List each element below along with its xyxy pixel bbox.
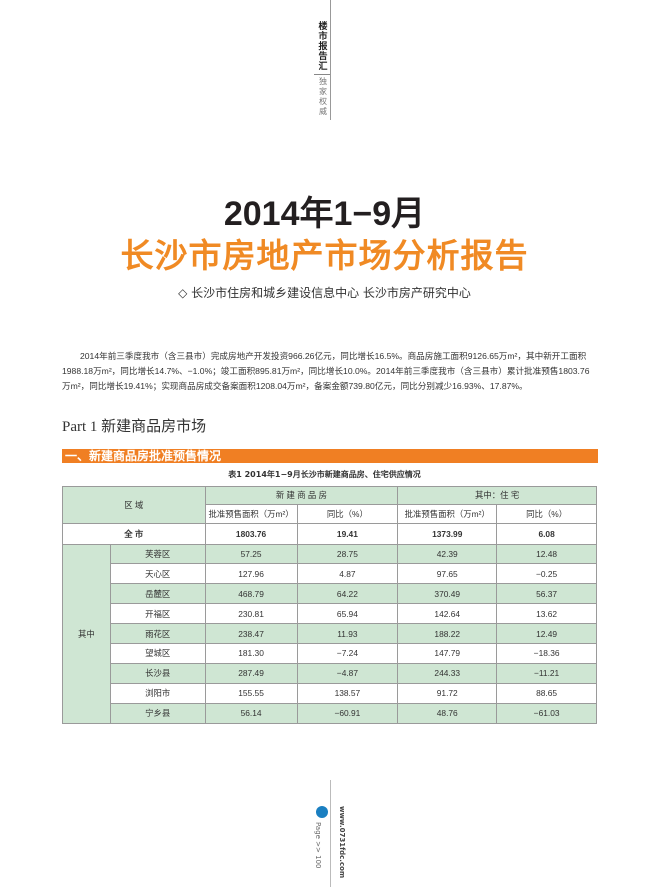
group-label: 其中 [62,543,111,724]
cell: 4.87 [296,563,399,585]
table-row: 天心区 127.96 4.87 97.65 −0.25 [63,563,597,585]
row-name: 望城区 [109,642,206,664]
cell: 230.81 [204,603,298,625]
authors: ◇ 长沙市住房和城乡建设信息中心 长沙市房产研究中心 [178,286,471,300]
cell: 6.08 [496,522,597,545]
cell: 147.79 [397,642,498,664]
row-name: 全 市 [62,522,206,545]
cell: 138.57 [296,682,399,704]
header-brand: 楼市报告汇 [318,22,328,72]
table-row: 望城区 181.30 −7.24 147.79 −18.36 [63,642,597,664]
row-name: 岳麓区 [109,583,206,605]
cell: 57.25 [204,543,298,565]
footer-divider [330,780,331,887]
cell: 42.39 [397,543,498,565]
cell: 56.14 [204,702,298,724]
cell: 56.37 [496,583,597,605]
cell: 468.79 [204,583,298,605]
table-caption: 表1 2014年1−9月长沙市新建商品房、住宅供应情况 [228,470,421,479]
cell: 1373.99 [397,522,498,545]
table-row: 浏阳市 155.55 138.57 91.72 88.65 [63,682,597,704]
cell: −11.21 [496,662,597,684]
header-region: 区 域 [62,486,206,524]
header-residential: 其中：住 宅 [397,486,597,505]
cell: 64.22 [296,583,399,605]
row-name: 长沙县 [109,662,206,684]
cell: 19.41 [296,522,399,545]
row-name: 雨花区 [109,623,206,644]
title-main: 长沙市房地产市场分析报告 [120,236,529,275]
cell: 28.75 [296,543,399,565]
cell: 11.93 [296,623,399,644]
row-name: 天心区 [109,563,206,585]
table-row: 岳麓区 468.79 64.22 370.49 56.37 [63,583,597,605]
section-heading: 一、新建商品房批准预售情况 [62,449,598,463]
cell: 1803.76 [204,522,298,545]
page-number: Page >> 100 [314,822,322,869]
table-row-total: 全 市 1803.76 19.41 1373.99 6.08 [62,522,597,545]
row-name: 芙蓉区 [109,543,206,565]
row-name: 开福区 [109,603,206,625]
cell: 155.55 [204,682,298,704]
cell: 287.49 [204,662,298,684]
cell: 12.48 [496,543,597,565]
cell: 65.94 [296,603,399,625]
header-yoy: 同比（%） [496,503,597,524]
cell: 48.76 [397,702,498,724]
header-area: 批准预售面积（万m²） [204,503,298,524]
cell: 12.49 [496,623,597,644]
cell: −7.24 [296,642,399,664]
cell: 127.96 [204,563,298,585]
header-area: 批准预售面积（万m²） [397,503,498,524]
cell: −61.03 [496,702,597,724]
cell: 97.65 [397,563,498,585]
part-heading: Part 1 新建商品房市场 [62,419,207,435]
table-row: 长沙县 287.49 −4.87 244.33 −11.21 [63,662,597,684]
title-date: 2014年1−9月 [223,195,426,233]
supply-table: 区 域 新 建 商 品 房 其中：住 宅 批准预售面积（万m²） 同比（%） 批… [62,486,597,724]
table-row: 其中 芙蓉区 57.25 28.75 42.39 12.48 [62,543,597,724]
intro-paragraph: 2014年前三季度我市（含三县市）完成房地产开发投资966.26亿元，同比增长1… [62,351,590,391]
cell: 244.33 [397,662,498,684]
cell: −4.87 [296,662,399,684]
header-divider [330,0,331,120]
header-new: 新 建 商 品 房 [204,486,399,505]
cell: 181.30 [204,642,298,664]
header-tagline: 独家权威 [319,77,327,116]
row-name: 宁乡县 [109,702,206,724]
cell: −60.91 [296,702,399,724]
cell: 91.72 [397,682,498,704]
cell: 142.64 [397,603,498,625]
row-name: 浏阳市 [109,682,206,704]
header-separator [314,74,330,75]
table-row: 宁乡县 56.14 −60.91 48.76 −61.03 [63,702,597,724]
logo-icon [316,806,328,818]
footer-url: www.0731fdc.com [338,806,346,879]
cell: 238.47 [204,623,298,644]
cell: 88.65 [496,682,597,704]
cell: 370.49 [397,583,498,605]
cell: 188.22 [397,623,498,644]
table-row: 雨花区 238.47 11.93 188.22 12.49 [63,623,597,644]
cell: −0.25 [496,563,597,585]
header-yoy: 同比（%） [296,503,399,524]
cell: −18.36 [496,642,597,664]
table-row: 开福区 230.81 65.94 142.64 13.62 [63,603,597,625]
cell: 13.62 [496,603,597,625]
